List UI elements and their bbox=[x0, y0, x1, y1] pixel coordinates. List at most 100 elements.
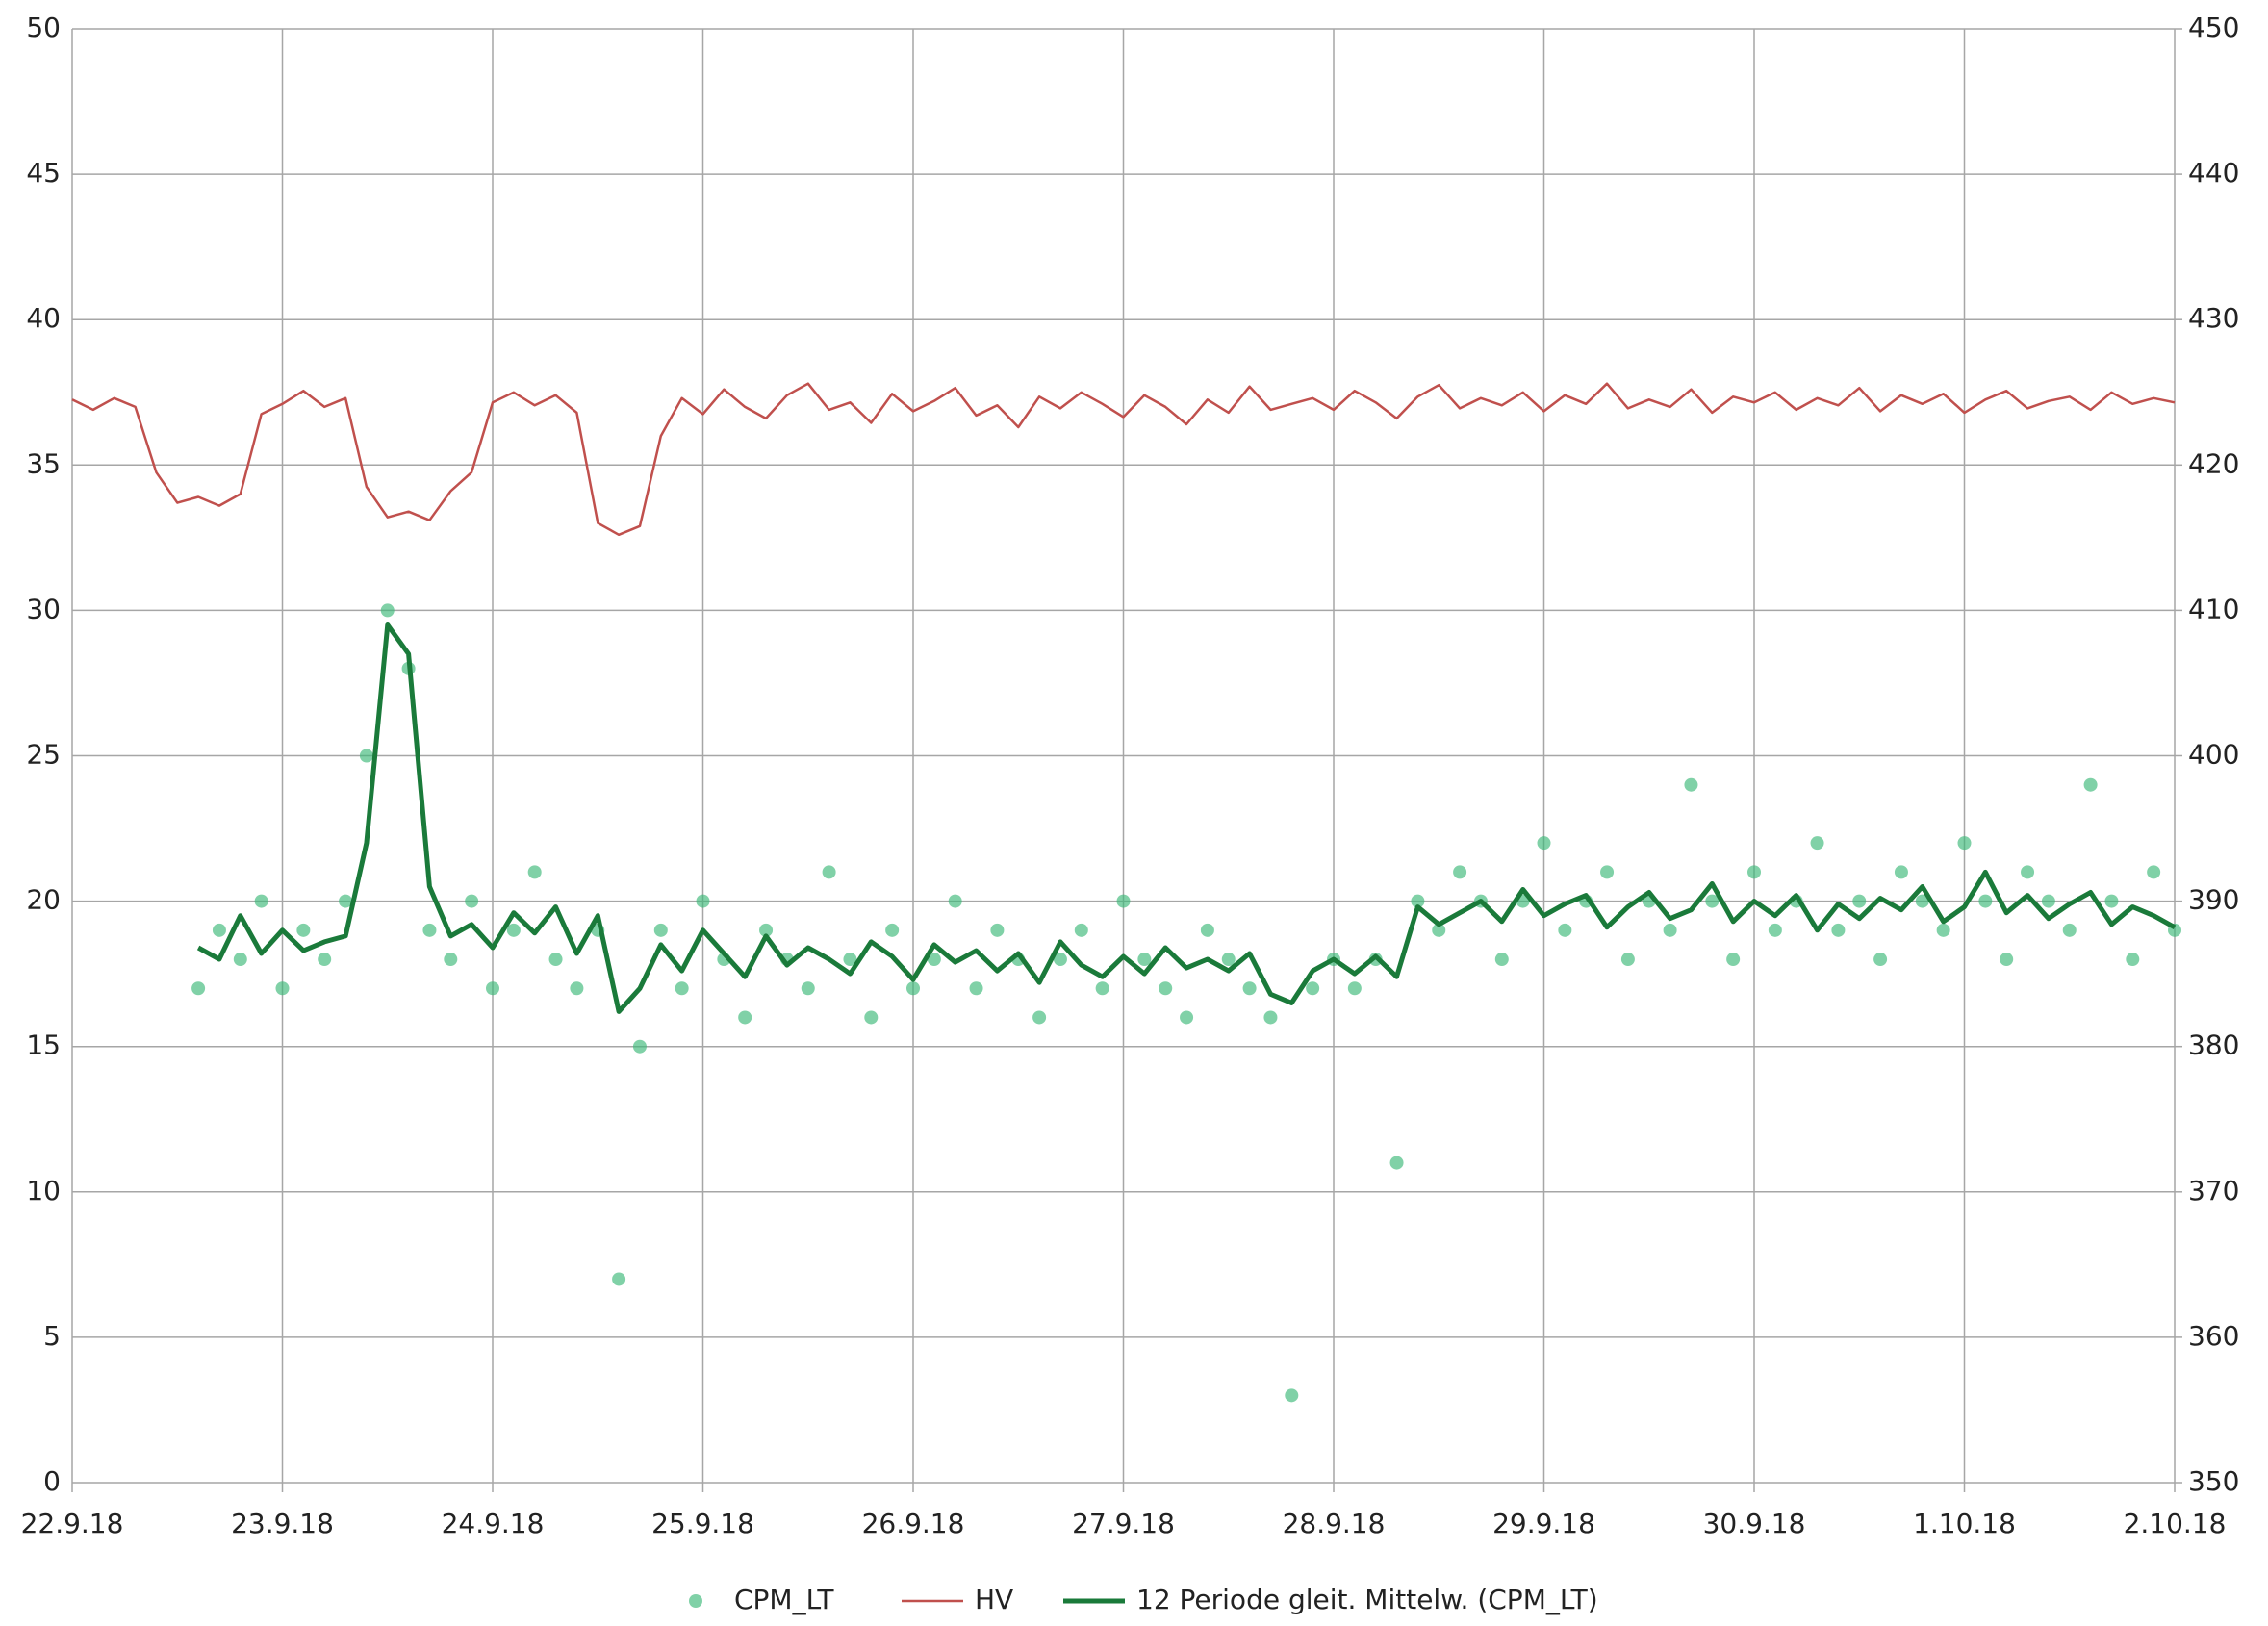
x-tick-label: 29.9.18 bbox=[1492, 1508, 1595, 1539]
y-tick-label: 5 bbox=[43, 1320, 61, 1352]
data-point bbox=[1852, 894, 1867, 908]
data-point bbox=[233, 953, 247, 967]
y2-tick-label: 380 bbox=[2188, 1029, 2239, 1061]
data-point bbox=[486, 981, 499, 996]
data-point bbox=[296, 923, 311, 937]
y2-tick-label: 400 bbox=[2188, 739, 2239, 771]
data-point bbox=[254, 894, 268, 908]
data-point bbox=[1705, 894, 1720, 908]
data-point bbox=[1894, 865, 1908, 879]
data-point bbox=[1537, 836, 1551, 851]
data-point bbox=[1306, 981, 1320, 996]
data-point bbox=[885, 923, 900, 937]
data-point bbox=[444, 953, 458, 967]
data-point bbox=[738, 1010, 752, 1025]
data-point bbox=[1957, 836, 1972, 851]
y-tick-label: 10 bbox=[26, 1175, 61, 1207]
data-point bbox=[1053, 953, 1067, 967]
data-point bbox=[212, 923, 226, 937]
y2-tick-label: 360 bbox=[2188, 1320, 2239, 1352]
data-point bbox=[1978, 894, 1993, 908]
data-point bbox=[2104, 894, 2119, 908]
y-tick-label: 30 bbox=[26, 593, 61, 624]
data-point bbox=[380, 603, 395, 618]
data-point bbox=[570, 981, 584, 996]
data-point bbox=[191, 981, 206, 996]
data-point bbox=[339, 894, 353, 908]
data-point bbox=[1810, 836, 1824, 851]
legend-label: HV bbox=[975, 1584, 1013, 1615]
y2-tick-label: 440 bbox=[2188, 157, 2239, 189]
x-tick-label: 30.9.18 bbox=[1703, 1508, 1806, 1539]
data-point bbox=[1221, 953, 1236, 967]
data-point bbox=[1242, 981, 1257, 996]
data-point bbox=[822, 865, 836, 879]
y2-tick-label: 370 bbox=[2188, 1175, 2239, 1207]
data-point bbox=[506, 923, 521, 937]
series-line bbox=[71, 382, 2176, 537]
y-tick-label: 15 bbox=[26, 1029, 61, 1061]
data-point bbox=[864, 1010, 879, 1025]
data-point bbox=[1285, 1388, 1299, 1403]
data-point bbox=[632, 1039, 647, 1054]
data-point bbox=[927, 953, 941, 967]
data-point bbox=[801, 981, 815, 996]
data-point bbox=[2062, 923, 2077, 937]
data-point bbox=[1873, 953, 1888, 967]
y-tick-label: 45 bbox=[26, 157, 61, 189]
data-point bbox=[1768, 923, 1782, 937]
data-point bbox=[1600, 865, 1615, 879]
data-point bbox=[969, 981, 983, 996]
data-point bbox=[1074, 923, 1088, 937]
legend-label: 12 Periode gleit. Mittelw. (CPM_LT) bbox=[1136, 1584, 1598, 1615]
y-tick-label: 25 bbox=[26, 739, 61, 771]
y2-tick-label: 450 bbox=[2188, 12, 2239, 43]
x-tick-label: 26.9.18 bbox=[862, 1508, 965, 1539]
data-point bbox=[1620, 953, 1635, 967]
data-point bbox=[2126, 953, 2140, 967]
data-point bbox=[2000, 953, 2014, 967]
data-point bbox=[1432, 923, 1446, 937]
data-point bbox=[990, 923, 1005, 937]
y2-tick-label: 410 bbox=[2188, 593, 2239, 624]
data-point bbox=[465, 894, 479, 908]
y2-tick-label: 420 bbox=[2188, 447, 2239, 479]
data-point bbox=[1831, 923, 1846, 937]
series-line bbox=[196, 622, 2177, 1014]
data-point bbox=[1263, 1010, 1278, 1025]
y2-tick-label: 350 bbox=[2188, 1465, 2239, 1497]
data-point bbox=[422, 923, 437, 937]
data-point bbox=[759, 923, 774, 937]
data-point bbox=[1558, 923, 1572, 937]
data-point bbox=[2147, 865, 2161, 879]
y-tick-label: 50 bbox=[26, 12, 61, 43]
data-point bbox=[612, 1272, 626, 1286]
data-point bbox=[696, 894, 710, 908]
data-point bbox=[2021, 865, 2035, 879]
data-point bbox=[2083, 777, 2098, 792]
data-point bbox=[1180, 1010, 1194, 1025]
data-point bbox=[1663, 923, 1677, 937]
x-tick-label: 1.10.18 bbox=[1913, 1508, 2016, 1539]
data-point bbox=[906, 981, 920, 996]
data-point bbox=[1453, 865, 1467, 879]
y-tick-label: 40 bbox=[26, 302, 61, 334]
data-point bbox=[1915, 894, 1929, 908]
legend-label: CPM_LT bbox=[734, 1584, 834, 1615]
data-point bbox=[1159, 981, 1173, 996]
data-point bbox=[275, 981, 290, 996]
data-point bbox=[1684, 777, 1698, 792]
data-point bbox=[1200, 923, 1214, 937]
data-point bbox=[948, 894, 962, 908]
data-point bbox=[1936, 923, 1950, 937]
data-point bbox=[1726, 953, 1741, 967]
y2-tick-label: 430 bbox=[2188, 302, 2239, 334]
data-point bbox=[1494, 953, 1509, 967]
y2-tick-label: 390 bbox=[2188, 884, 2239, 916]
data-point bbox=[1095, 981, 1109, 996]
x-tick-label: 23.9.18 bbox=[231, 1508, 334, 1539]
data-point bbox=[527, 865, 542, 879]
x-tick-label: 24.9.18 bbox=[442, 1508, 545, 1539]
legend-marker bbox=[689, 1594, 702, 1608]
